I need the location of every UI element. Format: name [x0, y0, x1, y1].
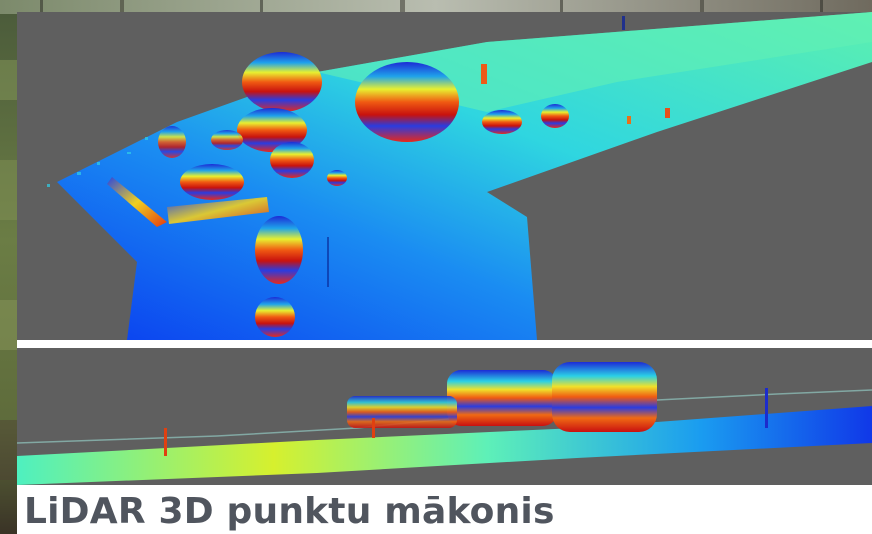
lidar-side-view-image	[17, 348, 872, 485]
caption-bar	[17, 485, 872, 534]
lidar-top-view-image	[17, 12, 872, 340]
view-divider	[17, 340, 872, 348]
caption-title: LiDAR 3D punktu mākonis	[24, 491, 555, 532]
